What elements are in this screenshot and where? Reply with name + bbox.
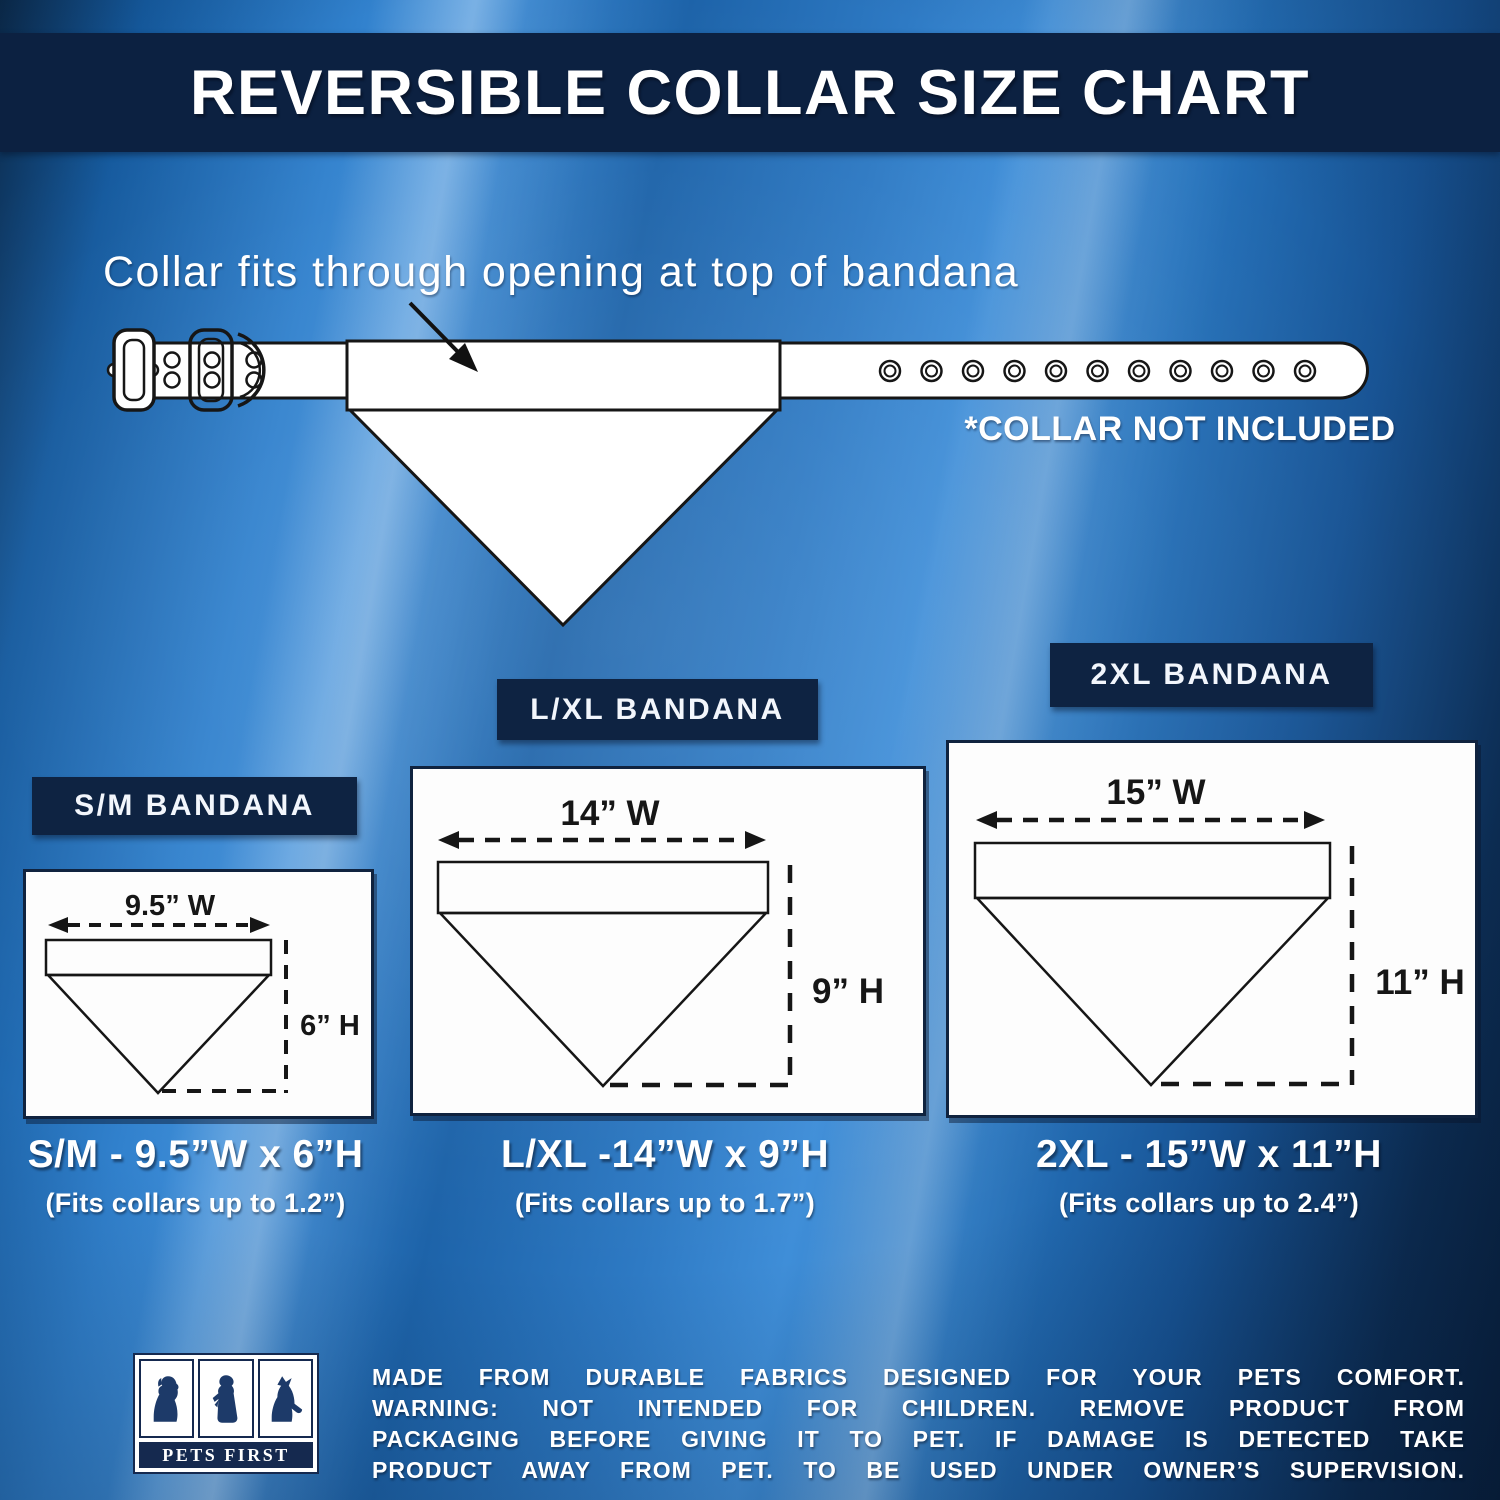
diagram-sm: 9.5” W 6” H: [44, 890, 360, 1095]
height-guides-2xl: [1161, 846, 1355, 1087]
width-arrow-sm: [48, 917, 270, 933]
diagram-lxl: 14” W 9” H: [436, 794, 884, 1088]
bandana-outline-sm: [44, 938, 273, 1095]
bandana-shape: [345, 339, 782, 628]
diagram-panel-lxl: 14” W 9” H: [410, 766, 926, 1116]
diagram-panel-sm: 9.5” W 6” H: [23, 869, 374, 1119]
size-label-2xl: 2XL BANDANA: [1050, 643, 1373, 707]
width-arrow-2xl: [976, 811, 1325, 829]
pets-first-logo: PETS FIRST: [133, 1353, 319, 1474]
dog-silhouette-2-icon: [198, 1359, 254, 1438]
title-banner: REVERSIBLE COLLAR SIZE CHART: [0, 33, 1500, 152]
bandana-outline-2xl: [973, 841, 1332, 1087]
sitting-dog-icon: [153, 1375, 179, 1422]
size-label-lxl: L/XL BANDANA: [497, 679, 818, 740]
height-guides-sm: [162, 940, 288, 1093]
logo-wordmark: PETS FIRST: [139, 1442, 313, 1468]
collar-buckle: [106, 328, 266, 412]
size-label-lxl-text: L/XL BANDANA: [530, 692, 785, 726]
size-text-2xl: 2XL - 15”W x 11”H: [1036, 1133, 1382, 1176]
diagram-panel-2xl: 15” W 11” H: [946, 740, 1478, 1118]
height-dim-2xl: 11” H: [1375, 963, 1465, 1002]
bandana-outline-lxl: [436, 860, 770, 1088]
width-dim-2xl: 15” W: [1106, 773, 1205, 812]
page-title: REVERSIBLE COLLAR SIZE CHART: [189, 57, 1311, 128]
size-label-2xl-text: 2XL BANDANA: [1090, 658, 1333, 691]
fits-text-2xl: (Fits collars up to 2.4”): [1058, 1188, 1360, 1218]
pointer-arrow: [408, 301, 478, 372]
diagram-2xl: 15” W 11” H: [973, 773, 1465, 1087]
width-dim-lxl: 14” W: [560, 794, 659, 833]
warning-paragraph: MADE FROM DURABLE FABRICS DESIGNED FOR Y…: [372, 1362, 1465, 1486]
dog-silhouette-3-icon: [257, 1359, 313, 1438]
size-text-lxl: L/XL -14”W x 9”H: [500, 1133, 830, 1176]
dog-silhouette-1-icon: [139, 1359, 195, 1438]
shepherd-dog-icon: [272, 1375, 303, 1422]
size-text-sm: S/M - 9.5”W x 6”H: [27, 1133, 364, 1176]
size-label-sm-text: S/M BANDANA: [74, 789, 315, 822]
size-label-sm: S/M BANDANA: [32, 777, 357, 835]
height-dim-sm: 6” H: [300, 1010, 360, 1042]
collar-eyelets: [878, 359, 1317, 383]
begging-dog-icon: [212, 1374, 238, 1423]
width-dim-sm: 9.5” W: [125, 890, 216, 922]
collar-illustration: [106, 301, 1369, 628]
fits-text-lxl: (Fits collars up to 1.7”): [514, 1188, 816, 1218]
logo-dog-row: [139, 1359, 313, 1438]
height-guides-lxl: [610, 865, 793, 1088]
fits-text-sm: (Fits collars up to 1.2”): [45, 1188, 346, 1218]
warning-line: PRODUCT AWAY FROM PET. TO BE USED UNDER …: [372, 1457, 1465, 1483]
collar-caption: Collar fits through opening at top of ba…: [103, 248, 1020, 296]
warning-line: WARNING: NOT INTENDED FOR CHILDREN. REMO…: [372, 1395, 1465, 1421]
width-arrow-lxl: [438, 831, 766, 849]
warning-line: PACKAGING BEFORE GIVING IT TO PET. IF DA…: [372, 1426, 1465, 1452]
collar-note: *COLLAR NOT INCLUDED: [964, 410, 1396, 448]
warning-line: MADE FROM DURABLE FABRICS DESIGNED FOR Y…: [372, 1364, 1465, 1390]
height-dim-lxl: 9” H: [812, 972, 884, 1011]
